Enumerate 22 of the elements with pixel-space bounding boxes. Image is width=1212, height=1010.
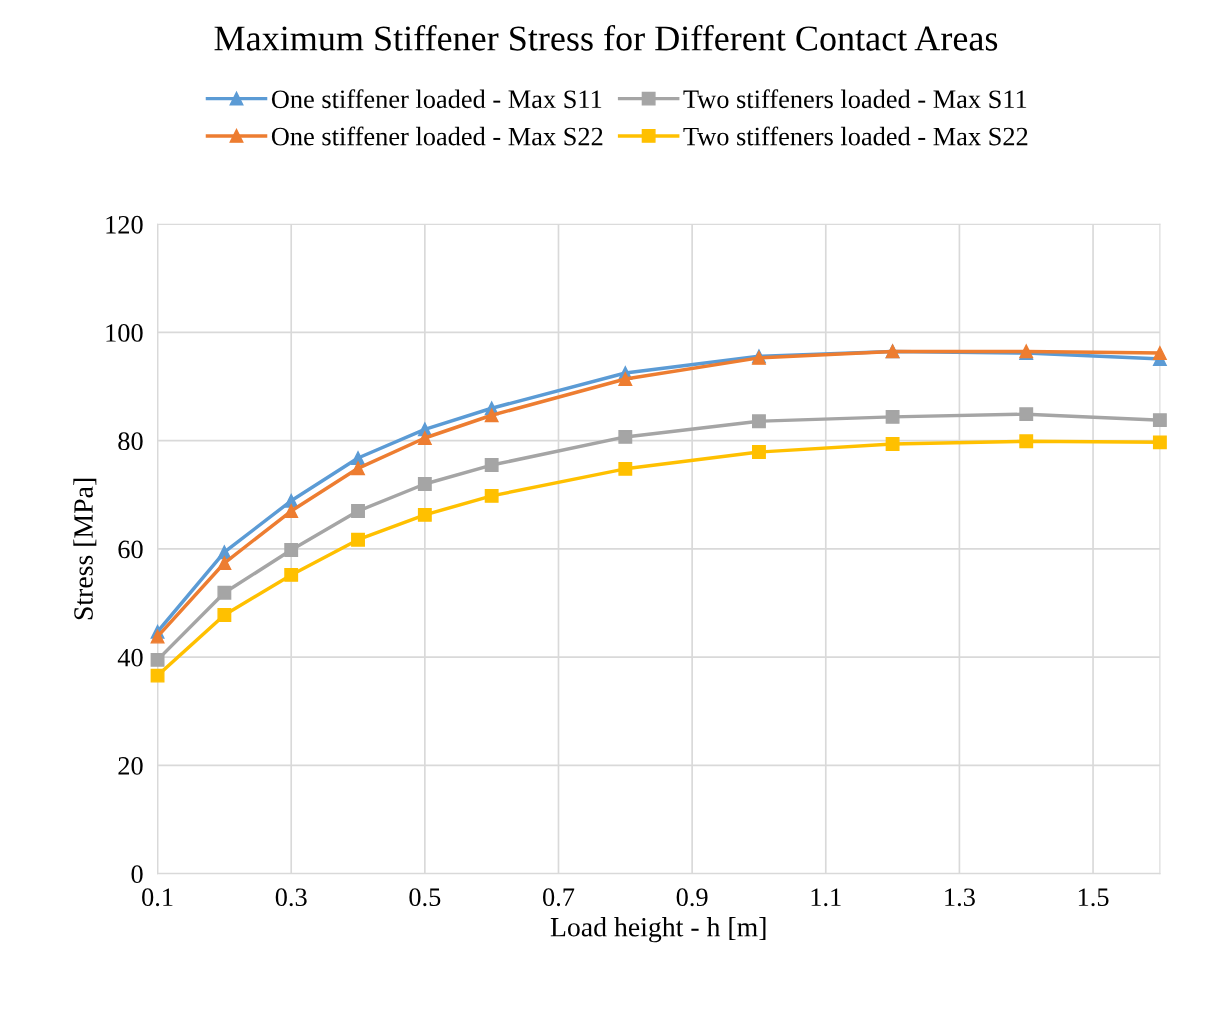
legend-label: Two stiffeners loaded - Max S11 (683, 89, 1027, 109)
y-tick-label: 80 (118, 432, 143, 451)
y-tick-label: 0 (131, 865, 143, 884)
y-tick-label: 120 (106, 215, 143, 234)
x-axis-title: Load height - h [m] (550, 917, 766, 943)
y-axis-title: Stress [MPa] (73, 478, 97, 620)
legend-label: One stiffener loaded - Max S11 (271, 89, 602, 109)
y-tick-label: 40 (117, 648, 143, 667)
legend-label: Two stiffeners loaded - Max S22 (683, 126, 1028, 146)
y-tick-label: 20 (118, 757, 143, 775)
x-tick-label: 1.5 (1078, 888, 1109, 907)
y-tick-label: 100 (106, 324, 143, 342)
x-tick-label: 1.3 (945, 888, 975, 907)
chart-title: Maximum Stiffener Stress for Different Contact Areas (214, 24, 998, 51)
x-tick-label: 0.1 (142, 888, 173, 907)
x-tick-label: 0.3 (275, 888, 307, 907)
legend-label: One stiffener loaded - Max S22 (271, 126, 603, 146)
y-tick-label: 60 (118, 540, 143, 559)
x-tick-label: 1.1 (811, 888, 841, 907)
x-tick-label: 0.9 (676, 888, 708, 907)
x-tick-label: 0.7 (543, 888, 575, 907)
x-tick-label: 0.5 (409, 888, 441, 907)
